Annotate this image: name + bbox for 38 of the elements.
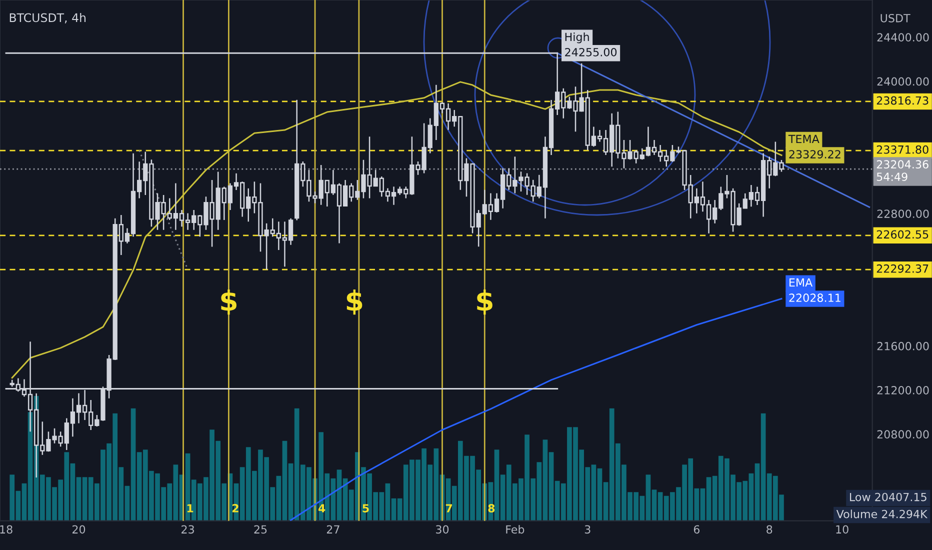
y-tick-label: 22800.00	[877, 210, 929, 218]
x-tick-label: 8	[766, 525, 772, 534]
ref-line-label: 23371.80	[876, 145, 928, 154]
y-tick-label: 21600.00	[877, 342, 929, 350]
x-tick-label: Feb	[506, 525, 524, 534]
x-tick-label: 18	[0, 525, 12, 534]
x-tick-label: 3	[584, 525, 590, 534]
y-tick-label: 20800.00	[877, 430, 929, 439]
x-tick-label: 23	[182, 525, 194, 534]
series-label: High	[565, 32, 589, 44]
ref-line-label: 22602.55	[876, 230, 928, 239]
ref-line-label: 4	[318, 504, 326, 512]
ref-line-label: 8	[488, 504, 495, 512]
ref-line-label: 5	[362, 504, 369, 512]
text: BTCUSDT, 4h	[10, 13, 86, 24]
data-label: 22028.11	[789, 294, 840, 302]
ref-line-label: 22292.37	[876, 264, 928, 273]
x-tick-label: 27	[326, 525, 340, 534]
x-tick-label: 10	[836, 525, 848, 534]
ref-line-label: 23816.73	[876, 96, 928, 105]
ref-line-label: 1	[187, 504, 194, 512]
ref-line-label: 2	[232, 504, 238, 512]
data-label: 24255.00	[565, 48, 617, 56]
y-tick-label: 21200.00	[877, 386, 929, 394]
data-label: 23329.22	[789, 150, 840, 158]
annotation: Volume 24.294K	[836, 510, 928, 518]
y-tick-label: 24400.00	[877, 33, 929, 42]
series-label: TEMA	[788, 134, 820, 144]
x-tick-label: 6	[694, 525, 700, 534]
ref-line-label: 7	[446, 504, 452, 512]
y-tick-label: 24000.00	[877, 77, 929, 86]
x-tick-label: 30	[436, 525, 449, 534]
x-tick-label: 20	[72, 525, 86, 534]
x-tick-label: 25	[254, 525, 267, 534]
annotation: Low 20407.15	[850, 492, 926, 502]
y-axis-title: USDT	[880, 14, 910, 22]
series-label: EMA	[790, 278, 813, 287]
ref-line-label: 23204.36 54:49	[876, 160, 928, 181]
